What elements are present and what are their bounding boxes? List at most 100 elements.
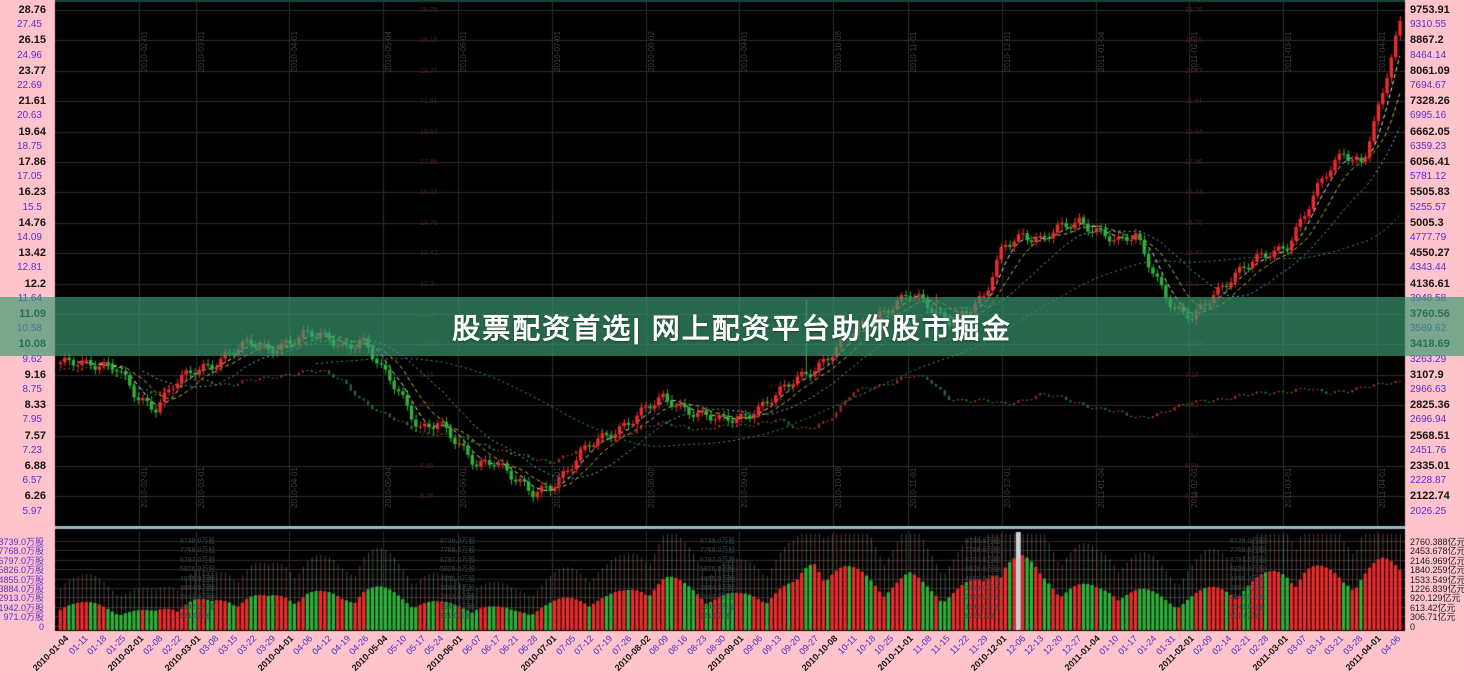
plot-gridline-date: 2010-06-01 [459, 467, 469, 508]
left-axis-label: 19.64 [18, 125, 46, 138]
plot-gridline-date: 2011-01-04 [1096, 467, 1106, 508]
faint-volume-label: 5826.0万股 [965, 566, 1001, 574]
plot-gridline-date: 2010-03-01 [196, 467, 206, 508]
plot-gridline-date: 2010-06-01 [459, 31, 469, 72]
right-axis-label: 2228.87 [1410, 475, 1447, 487]
left-axis-label: 17.86 [18, 156, 46, 168]
plot-gridline-date: 2010-05-04 [384, 31, 394, 72]
faint-volume-label: 4855.0万股 [700, 575, 736, 583]
faint-volume-label: 8739.0万股 [1230, 538, 1266, 545]
faint-volume-label: 7768.0万股 [180, 547, 216, 555]
plot-gridline-date: 2011-01-04 [1096, 31, 1106, 72]
faint-price-label: 7.57 [420, 432, 434, 440]
faint-volume-label: 4855.0万股 [180, 575, 216, 583]
faint-price-label: 21.61 [420, 98, 438, 106]
plot-gridline-date: 2010-04-01 [290, 467, 300, 508]
faint-price-label: 28.76 [1185, 7, 1203, 14]
plot-gridline-date: 2011-03-01 [1284, 467, 1294, 508]
right-axis-label: 8464.14 [1410, 49, 1447, 61]
plot-gridline-date: 2010-08-02 [646, 31, 656, 72]
right-axis-label: 6056.41 [1410, 156, 1450, 168]
faint-volume-label: 5826.0万股 [180, 566, 216, 574]
left-axis-label: 14.09 [16, 232, 42, 243]
right-axis-label: 2825.36 [1410, 399, 1450, 412]
faint-price-label: 23.77 [420, 67, 438, 75]
volume-axis-right-label: 920.129亿元 [1410, 593, 1461, 604]
faint-price-label: 19.64 [420, 128, 438, 136]
faint-volume-label: 7768.0万股 [440, 547, 476, 555]
left-axis-label: 28.76 [18, 4, 46, 16]
plot-gridline-date: 2010-10-08 [834, 467, 844, 508]
faint-volume-label: 2913.0万股 [965, 594, 1001, 602]
faint-volume-label: 6797.0万股 [180, 556, 216, 564]
faint-volume-label: 8739.0万股 [965, 538, 1001, 545]
left-axis-label: 7.57 [24, 429, 46, 442]
faint-price-label: 13.42 [420, 250, 438, 258]
ad-banner[interactable]: 股票配资首选| 网上配资平台助你股市掘金 [0, 297, 1464, 356]
plot-gridline-date: 2010-02-01 [140, 467, 150, 508]
faint-volume-label: 3884.0万股 [180, 585, 216, 592]
ad-banner-text: 股票配资首选| 网上配资平台助你股市掘金 [452, 312, 1012, 344]
faint-volume-label: 2913.0万股 [180, 594, 216, 602]
right-axis-label: 3263.29 [1410, 353, 1447, 365]
right-axis-label: 6662.05 [1410, 125, 1450, 138]
faint-price-label: 23.77 [1185, 67, 1203, 75]
faint-volume-label: 1942.0万股 [965, 603, 1001, 611]
faint-volume-label: 4855.0万股 [440, 575, 476, 583]
volume-axis-right-label: 1226.839亿元 [1410, 584, 1464, 594]
faint-price-label: 12.2 [1185, 280, 1199, 288]
faint-price-label: 17.86 [1185, 159, 1203, 166]
volume-axis-right-label: 2760.388亿元 [1410, 537, 1464, 547]
faint-volume-label: 1942.0万股 [180, 603, 216, 611]
faint-price-label: 28.76 [420, 7, 438, 14]
faint-volume-label: 971.0万股 [1230, 613, 1262, 621]
faint-volume-label: 2913.0万股 [1230, 594, 1266, 602]
faint-volume-label: 7768.0万股 [700, 547, 736, 555]
faint-price-label: 13.42 [1185, 250, 1203, 258]
volume-axis-right-label: 2146.969亿元 [1410, 555, 1464, 566]
left-axis-label: 6.57 [22, 475, 42, 487]
left-axis-label: 12.2 [24, 277, 46, 290]
left-axis-label: 18.75 [16, 140, 42, 152]
right-axis-label: 2335.01 [1410, 460, 1450, 472]
right-axis-label: 6995.16 [1410, 110, 1447, 122]
faint-volume-label: 4855.0万股 [1230, 575, 1266, 583]
left-axis-label: 13.42 [18, 247, 46, 260]
faint-volume-label: 971.0万股 [965, 613, 997, 621]
faint-volume-label: 6797.0万股 [440, 556, 476, 564]
plot-gridline-date: 2010-09-01 [740, 31, 750, 72]
left-axis-label: 14.76 [18, 216, 46, 229]
faint-price-label: 26.15 [1185, 37, 1203, 45]
left-axis-label: 27.45 [16, 19, 42, 31]
plot-gridline-date: 2010-07-01 [552, 31, 562, 72]
faint-price-label: 6.26 [420, 493, 434, 501]
faint-volume-label: 3884.0万股 [440, 585, 476, 592]
faint-price-label: 6.88 [420, 463, 434, 470]
plot-gridline-date: 2010-08-02 [646, 467, 656, 508]
faint-volume-label: 8739.0万股 [440, 538, 476, 545]
volume-axis-left-label: 5826.0万股 [0, 565, 44, 576]
volume-axis-right-label: 1840.259亿元 [1410, 565, 1464, 576]
faint-volume-label: 3884.0万股 [700, 585, 736, 592]
left-axis-label: 12.81 [16, 262, 42, 274]
plot-gridline-date: 2011-02-01 [1190, 467, 1200, 508]
faint-price-label: 6.26 [1185, 493, 1199, 501]
faint-volume-label: 3884.0万股 [1230, 585, 1266, 592]
right-axis-label: 5255.57 [1410, 201, 1447, 213]
left-axis-label: 9.62 [22, 353, 42, 365]
volume-axis-right-label: 306.71亿元 [1410, 612, 1456, 623]
faint-price-label: 7.57 [1185, 432, 1199, 440]
right-axis-label: 9753.91 [1410, 4, 1450, 16]
left-axis-label: 6.26 [24, 490, 46, 503]
faint-price-label: 21.61 [1185, 98, 1203, 106]
right-axis-label: 6359.23 [1410, 140, 1447, 152]
plot-gridline-date: 2010-03-01 [196, 31, 206, 72]
right-axis-label: 7694.67 [1410, 80, 1447, 91]
faint-volume-label: 5826.0万股 [440, 566, 476, 574]
faint-volume-label: 2913.0万股 [700, 594, 736, 602]
faint-price-label: 26.15 [420, 37, 438, 45]
faint-volume-label: 7768.0万股 [1230, 547, 1266, 555]
left-axis-label: 7.23 [22, 444, 42, 456]
right-axis-label: 4777.79 [1410, 232, 1447, 243]
faint-price-label: 8.33 [420, 402, 434, 410]
